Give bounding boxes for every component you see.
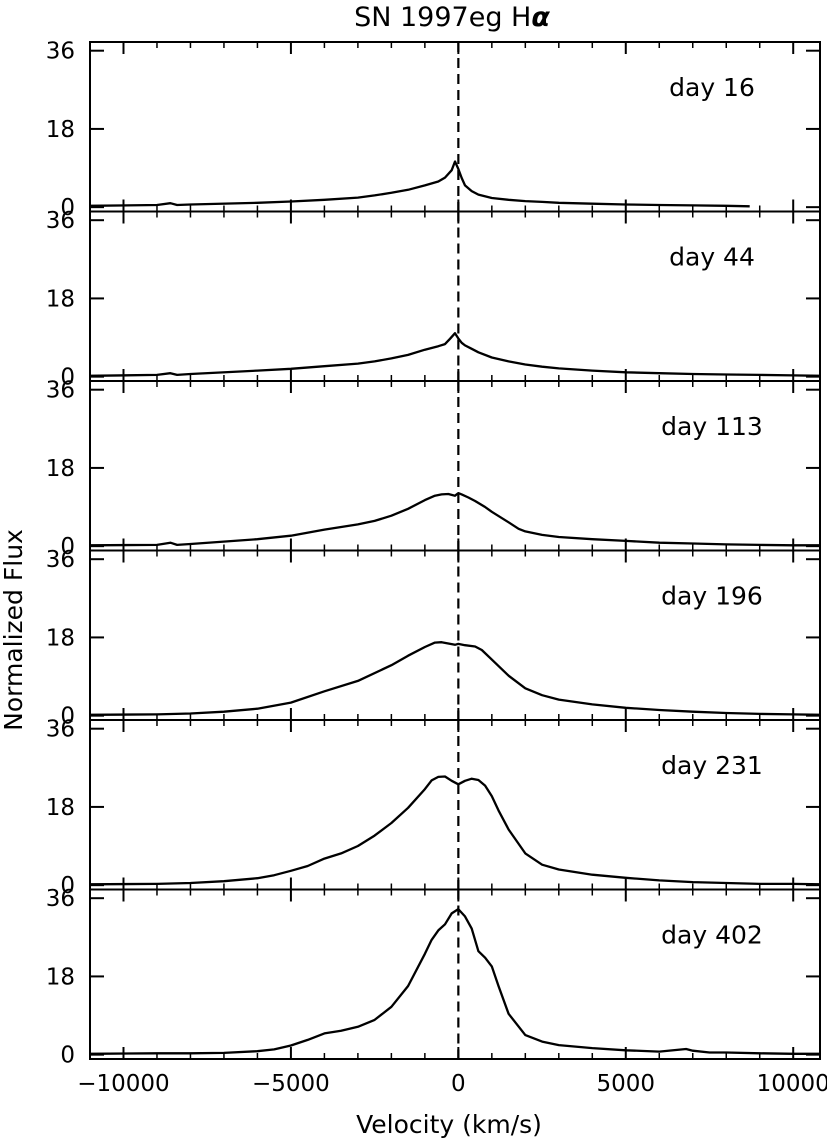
panel-frame <box>89 888 821 1060</box>
y-tick-label: 18 <box>46 286 75 312</box>
chart-title-text: SN 1997eg H <box>354 2 531 33</box>
y-tick-label: 0 <box>60 1043 75 1069</box>
panel-frame <box>89 380 821 552</box>
y-tick-label: 18 <box>46 795 75 821</box>
panels-group: 0 18 36 day 16 0 18 36 day 44 0 18 36 day 113 0 18 36 d… <box>46 39 827 1097</box>
spectrum-line <box>89 332 821 377</box>
panel-5: 0 18 36 day 231 <box>46 717 821 899</box>
panel-day-label: day 44 <box>669 243 755 272</box>
panel-frame <box>89 719 821 891</box>
y-tick-label: 36 <box>46 378 75 404</box>
x-tick-label: 5000 <box>597 1071 656 1097</box>
spectrum-line <box>89 160 750 208</box>
chart-title-symbol: α <box>531 2 550 33</box>
x-tick-label: −10000 <box>77 1071 169 1097</box>
panel-frame <box>89 41 821 213</box>
y-tick-label: 36 <box>46 208 75 234</box>
panel-day-label: day 231 <box>661 751 763 780</box>
y-tick-label: 0 <box>60 365 75 391</box>
x-tick-label: 10000 <box>757 1071 827 1097</box>
panel-day-label: day 113 <box>661 412 763 441</box>
spectrum-line <box>89 775 821 886</box>
y-tick-label: 18 <box>46 964 75 990</box>
y-tick-label: 0 <box>60 195 75 221</box>
y-tick-label: 0 <box>60 873 75 899</box>
chart-title: SN 1997eg Hα <box>354 2 550 33</box>
panel-2: 0 18 36 day 44 <box>46 208 821 391</box>
panel-frame <box>89 210 821 382</box>
panel-6: 0 18 36 day 402 <box>46 886 821 1069</box>
panel-day-label: day 402 <box>661 921 763 950</box>
y-tick-label: 36 <box>46 717 75 743</box>
x-axis-title: Velocity (km/s) <box>356 1110 542 1139</box>
spectrum-line <box>89 491 820 547</box>
panel-4: 0 18 36 day 196 <box>46 547 821 730</box>
panel-3: 0 18 36 day 113 <box>46 378 821 560</box>
spectrum-line <box>89 907 820 1055</box>
panel-frame <box>89 549 821 721</box>
x-tick-label: −5000 <box>252 1071 330 1097</box>
spectrum-line <box>89 641 821 716</box>
y-tick-label: 0 <box>60 704 75 730</box>
y-tick-label: 36 <box>46 886 75 912</box>
y-tick-label: 18 <box>46 117 75 143</box>
y-tick-label: 36 <box>46 39 75 65</box>
panel-day-label: day 16 <box>669 73 755 102</box>
y-tick-label: 36 <box>46 547 75 573</box>
y-tick-label: 18 <box>46 625 75 651</box>
y-tick-label: 0 <box>60 534 75 560</box>
y-axis-title: Normalized Flux <box>0 529 28 731</box>
panel-1: 0 18 36 day 16 <box>46 39 821 221</box>
x-tick-label: 0 <box>451 1071 466 1097</box>
panel-day-label: day 196 <box>661 582 763 611</box>
y-tick-label: 18 <box>46 456 75 482</box>
